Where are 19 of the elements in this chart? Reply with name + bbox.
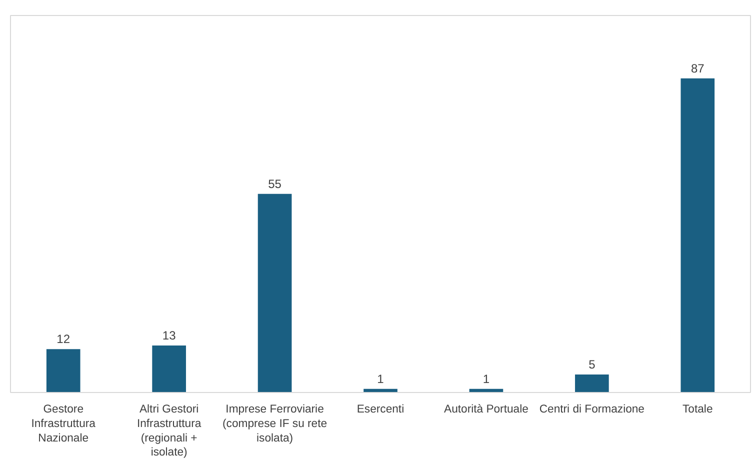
x-tick-label: Imprese Ferroviarie (comprese IF su rete isolata): [222, 404, 328, 444]
data-label: 1: [377, 372, 384, 386]
x-tick-label: Esercenti: [356, 404, 404, 416]
data-label: 5: [588, 357, 596, 372]
x-tick-label: Centri di Formazione: [539, 404, 644, 416]
x-tick-label: Altri Gestori Infrastruttura (regionali + isolate): [136, 404, 202, 459]
x-tick-label: Autorità Portuale: [444, 404, 528, 416]
data-label: 13: [162, 328, 176, 343]
bar: [152, 346, 186, 392]
data-label: 1: [482, 372, 490, 386]
data-label: 87: [690, 61, 705, 76]
data-label: 55: [268, 176, 282, 191]
bar: [575, 374, 609, 392]
x-tick-label: Totale: [682, 404, 713, 416]
data-label: 12: [56, 332, 70, 346]
bar: [258, 194, 292, 392]
x-tick-label: Gestore Infrastruttura Nazionale: [31, 404, 96, 444]
bar: [46, 349, 80, 392]
bar: [680, 78, 715, 392]
